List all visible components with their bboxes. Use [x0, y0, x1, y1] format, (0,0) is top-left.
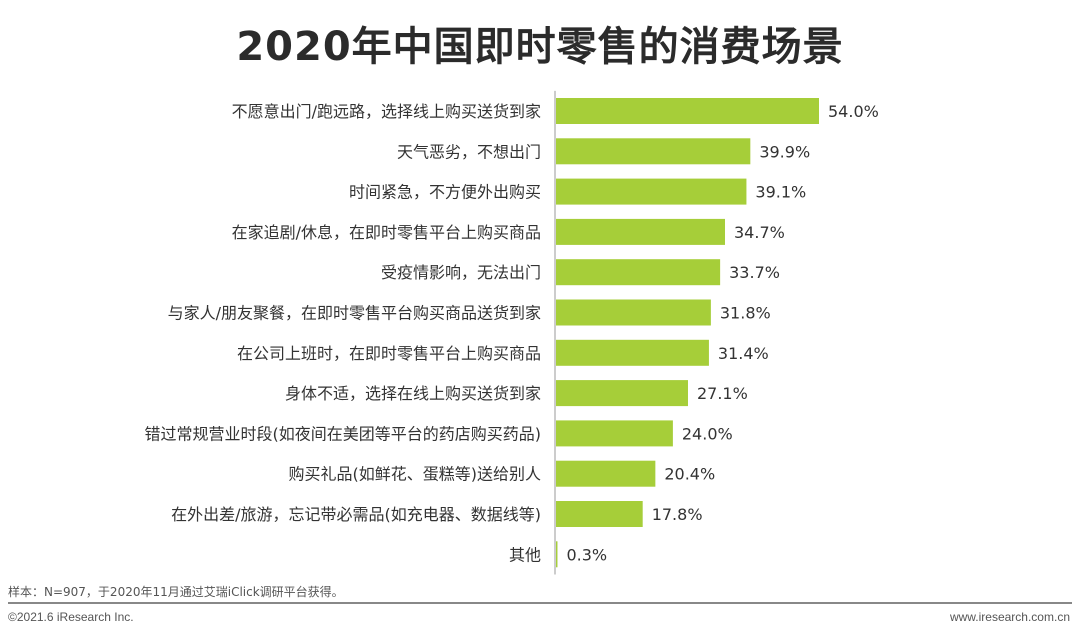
- value-label: 31.4%: [718, 344, 769, 363]
- category-label: 受疫情影响，无法出门: [381, 263, 541, 282]
- category-label: 在家追剧/休息，在即时零售平台上购买商品: [232, 223, 541, 242]
- value-label: 33.7%: [729, 263, 780, 282]
- value-label: 31.8%: [720, 304, 771, 323]
- bar: [556, 460, 656, 487]
- bar: [556, 259, 721, 286]
- sample-note: 样本：N=907，于2020年11月通过艾瑞iClick调研平台获得。: [8, 585, 344, 599]
- bar-chart: 不愿意出门/跑远路，选择线上购买送货到家 54.0% 天气恶劣，不想出门 39.9% 时…: [145, 90, 879, 575]
- value-label: 24.0%: [682, 424, 733, 443]
- bar: [556, 138, 751, 165]
- bar: [556, 218, 726, 245]
- bar: [556, 420, 673, 447]
- bar: [556, 299, 711, 326]
- value-label: 0.3%: [566, 545, 607, 564]
- category-label: 身体不适，选择在线上购买送货到家: [285, 384, 541, 403]
- value-label: 54.0%: [828, 102, 879, 121]
- value-label: 17.8%: [652, 505, 703, 524]
- category-label: 在公司上班时，在即时零售平台上购买商品: [237, 344, 541, 363]
- category-label: 时间紧急，不方便外出购买: [349, 183, 541, 202]
- bar: [556, 178, 747, 205]
- footer-divider: [8, 602, 1072, 604]
- value-label: 27.1%: [697, 384, 748, 403]
- value-label: 39.1%: [755, 183, 806, 202]
- category-label: 天气恶劣，不想出门: [397, 142, 541, 161]
- category-label: 与家人/朋友聚餐，在即时零售平台购买商品送货到家: [168, 304, 541, 323]
- category-label: 不愿意出门/跑远路，选择线上购买送货到家: [232, 102, 541, 121]
- bar: [556, 541, 558, 568]
- copyright: ©2021.6 iResearch Inc.: [8, 610, 134, 624]
- bar: [556, 98, 819, 124]
- category-label: 购买礼品(如鲜花、蛋糕等)送给别人: [289, 465, 542, 484]
- chart-title: 2020年中国即时零售的消费场景: [236, 24, 844, 70]
- category-label: 错过常规营业时段(如夜间在美团等平台的药店购买药品): [145, 424, 542, 443]
- bar: [556, 339, 709, 366]
- website-link[interactable]: www.iresearch.com.cn: [949, 610, 1070, 624]
- bar: [556, 501, 643, 527]
- category-label: 在外出差/旅游，忘记带必需品(如充电器、数据线等): [171, 505, 541, 524]
- value-label: 34.7%: [734, 223, 785, 242]
- value-label: 39.9%: [759, 142, 810, 161]
- bar: [556, 380, 688, 407]
- value-label: 20.4%: [664, 465, 715, 484]
- category-label: 其他: [509, 545, 541, 564]
